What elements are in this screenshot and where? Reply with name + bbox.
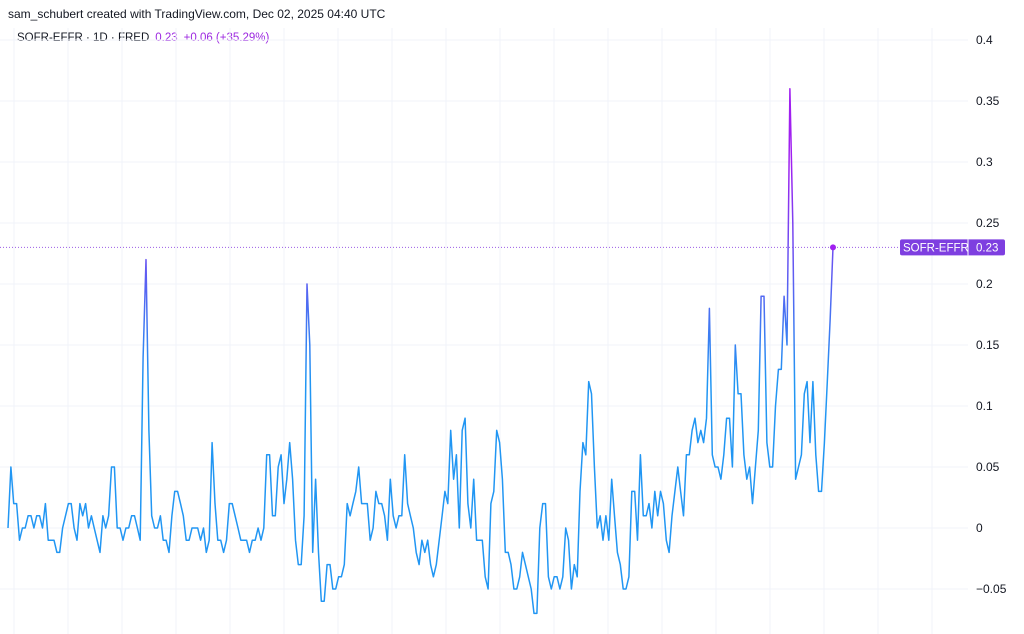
chart-attribution: sam_schubert created with TradingView.co…: [8, 7, 386, 21]
legend-last-value: 0.23: [155, 32, 178, 44]
y-tick-label: −0.05: [976, 582, 1007, 596]
last-value-dot: [830, 244, 836, 251]
y-tick-label: 0.4: [976, 33, 993, 47]
grid: [0, 28, 968, 634]
y-tick-label: 0.35: [976, 94, 1000, 108]
y-tick-label: 0.15: [976, 338, 1000, 352]
legend-change: +0.06 (+35.29%): [183, 32, 270, 44]
price-tag-value: 0.23: [976, 242, 998, 254]
y-tick-label: 0.1: [976, 399, 993, 413]
y-tick-label: 0.2: [976, 277, 993, 291]
y-axis: −0.05 0 0.05 0.1 0.15 0.2 0.25 0.3 0.35 0.4: [976, 33, 1007, 596]
y-tick-label: 0.05: [976, 460, 1000, 474]
y-tick-label: 0: [976, 521, 983, 535]
y-tick-label: 0.25: [976, 216, 1000, 230]
series-line-sofr-effr: [7, 88, 834, 615]
y-tick-label: 0.3: [976, 155, 993, 169]
price-tag-name: SOFR-EFFR: [903, 242, 969, 254]
series-legend[interactable]: SOFR-EFFR · 1D · FRED 0.23 +0.06 (+35.29%): [17, 32, 269, 44]
legend-symbol[interactable]: SOFR-EFFR · 1D · FRED: [17, 32, 150, 44]
price-tag: SOFR-EFFR 0.23: [900, 239, 1005, 256]
price-tag-background: [900, 239, 1005, 256]
